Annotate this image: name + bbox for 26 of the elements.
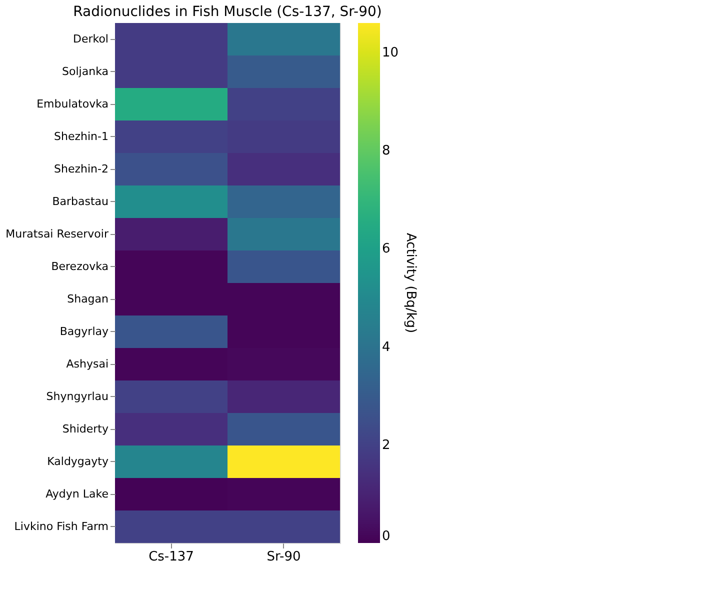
y-tick-label: Bagyrlay: [60, 324, 109, 338]
x-tick-label: Sr-90: [266, 550, 301, 564]
color-bar-label: 10: [382, 45, 399, 60]
color-bar-title: Activity (Bq/kg): [403, 232, 418, 334]
color-bar-label: 4: [382, 340, 390, 355]
y-tick-label: Shezhin-2: [54, 162, 108, 176]
y-tick-label: Shagan: [67, 292, 109, 306]
color-bar-label: 6: [382, 242, 390, 257]
color-bar-label: 8: [382, 144, 390, 159]
y-tick-label: Muratsai Reservoir: [6, 227, 109, 240]
y-tick-label: Berezovka: [51, 260, 108, 273]
y-tick-label: Derkol: [72, 32, 108, 46]
y-tick-label: Soljanka: [62, 64, 108, 78]
y-tick-label: Livkino Fish Farm: [14, 520, 108, 533]
y-tick-label: Kaldygayty: [47, 454, 109, 468]
x-tick-label: Cs-137: [148, 550, 194, 564]
y-tick-label: Embulatovka: [36, 97, 108, 110]
y-tick-label: Barbastau: [52, 194, 108, 208]
color-bar-label: 0: [382, 529, 390, 544]
y-tick-label: Shiderty: [62, 422, 109, 436]
chart-title: Radionuclides in Fish Muscle (Cs-137, Sr-90): [73, 4, 382, 20]
y-tick-label: Shezhin-1: [54, 130, 108, 143]
y-tick-label: Aydyn Lake: [46, 487, 109, 500]
color-bar-label: 2: [382, 438, 390, 453]
y-tick-label: Ashysai: [66, 357, 108, 370]
y-tick-label: Shyngyrlau: [46, 390, 108, 403]
